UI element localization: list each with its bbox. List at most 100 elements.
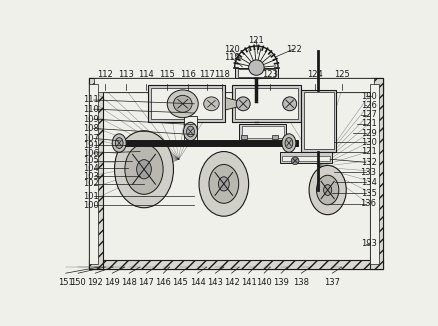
Ellipse shape xyxy=(281,134,295,152)
Text: 136: 136 xyxy=(360,200,376,208)
Bar xyxy=(89,260,383,269)
Text: 121: 121 xyxy=(248,36,264,45)
Text: 121: 121 xyxy=(360,147,376,156)
Text: 146: 146 xyxy=(155,278,171,287)
Polygon shape xyxy=(225,98,240,110)
Ellipse shape xyxy=(136,160,151,179)
Text: 123: 123 xyxy=(262,70,278,79)
Text: 127: 127 xyxy=(360,110,376,119)
Ellipse shape xyxy=(316,175,338,205)
Ellipse shape xyxy=(112,134,126,152)
Text: 132: 132 xyxy=(360,158,376,167)
Text: 102: 102 xyxy=(83,179,98,188)
Text: 111: 111 xyxy=(83,96,98,104)
Bar xyxy=(234,67,277,78)
Ellipse shape xyxy=(290,157,298,165)
Text: 124: 124 xyxy=(307,70,322,79)
Bar xyxy=(281,156,329,161)
Text: 150: 150 xyxy=(70,278,86,287)
Text: 143: 143 xyxy=(207,278,223,287)
Ellipse shape xyxy=(198,152,248,216)
Text: 147: 147 xyxy=(138,278,154,287)
Text: 149: 149 xyxy=(104,278,120,287)
Text: 109: 109 xyxy=(83,115,98,124)
Bar xyxy=(184,116,196,144)
Text: 192: 192 xyxy=(87,278,103,287)
Text: 106: 106 xyxy=(83,149,99,157)
Text: 114: 114 xyxy=(138,70,154,79)
Text: 151: 151 xyxy=(58,278,74,287)
Bar xyxy=(237,69,274,77)
Bar xyxy=(89,78,383,92)
Text: 138: 138 xyxy=(293,278,309,287)
Text: 139: 139 xyxy=(272,278,289,287)
Bar xyxy=(151,88,222,119)
Ellipse shape xyxy=(115,138,123,148)
Ellipse shape xyxy=(167,90,198,118)
Bar xyxy=(271,135,277,139)
Text: 125: 125 xyxy=(333,70,349,79)
Text: 137: 137 xyxy=(324,278,339,287)
Text: 193: 193 xyxy=(360,239,376,248)
Ellipse shape xyxy=(282,97,296,111)
Bar xyxy=(369,84,378,264)
Bar xyxy=(300,90,336,152)
Bar xyxy=(93,78,373,92)
Text: 121: 121 xyxy=(360,119,376,128)
Text: 108: 108 xyxy=(83,124,99,133)
Text: 148: 148 xyxy=(121,278,137,287)
Text: 115: 115 xyxy=(159,70,175,79)
Ellipse shape xyxy=(208,165,238,203)
Ellipse shape xyxy=(308,165,346,215)
Text: 144: 144 xyxy=(189,278,205,287)
Text: 145: 145 xyxy=(172,278,188,287)
Text: 122: 122 xyxy=(285,45,301,54)
Text: 134: 134 xyxy=(360,178,376,187)
Text: 118: 118 xyxy=(214,70,230,79)
Ellipse shape xyxy=(236,97,250,111)
Bar xyxy=(369,78,383,269)
Bar xyxy=(89,78,383,269)
Ellipse shape xyxy=(114,131,173,208)
Ellipse shape xyxy=(284,138,292,148)
Ellipse shape xyxy=(218,177,229,191)
Bar xyxy=(148,85,225,122)
Text: 130: 130 xyxy=(360,138,376,147)
Text: 107: 107 xyxy=(83,134,99,143)
Bar xyxy=(89,84,98,264)
Text: 117: 117 xyxy=(198,70,214,79)
Text: 116: 116 xyxy=(180,70,196,79)
Bar xyxy=(240,135,247,139)
Text: 103: 103 xyxy=(83,172,99,181)
Text: 191: 191 xyxy=(83,141,98,150)
Text: 133: 133 xyxy=(360,168,376,177)
Ellipse shape xyxy=(248,60,264,75)
Text: 126: 126 xyxy=(360,101,376,110)
Text: 100: 100 xyxy=(83,201,98,210)
Text: 105: 105 xyxy=(83,156,98,165)
Text: 104: 104 xyxy=(83,164,98,173)
Bar xyxy=(231,85,300,122)
Text: 190: 190 xyxy=(360,92,376,101)
Bar xyxy=(241,126,283,139)
Bar xyxy=(279,152,332,163)
Text: 113: 113 xyxy=(118,70,134,79)
Text: 141: 141 xyxy=(240,278,256,287)
Ellipse shape xyxy=(186,126,194,137)
Text: 120: 120 xyxy=(223,45,239,54)
Text: 129: 129 xyxy=(360,128,376,138)
Bar xyxy=(93,84,378,264)
Bar xyxy=(239,124,285,141)
Ellipse shape xyxy=(323,185,331,196)
Ellipse shape xyxy=(173,95,191,112)
Ellipse shape xyxy=(124,144,163,194)
Bar xyxy=(234,88,297,119)
Text: 135: 135 xyxy=(360,189,376,198)
Text: 101: 101 xyxy=(83,192,98,201)
Text: 140: 140 xyxy=(256,278,272,287)
Text: 112: 112 xyxy=(97,70,113,79)
Bar xyxy=(303,92,333,149)
Text: 142: 142 xyxy=(223,278,239,287)
Ellipse shape xyxy=(203,97,219,111)
Ellipse shape xyxy=(183,122,197,141)
